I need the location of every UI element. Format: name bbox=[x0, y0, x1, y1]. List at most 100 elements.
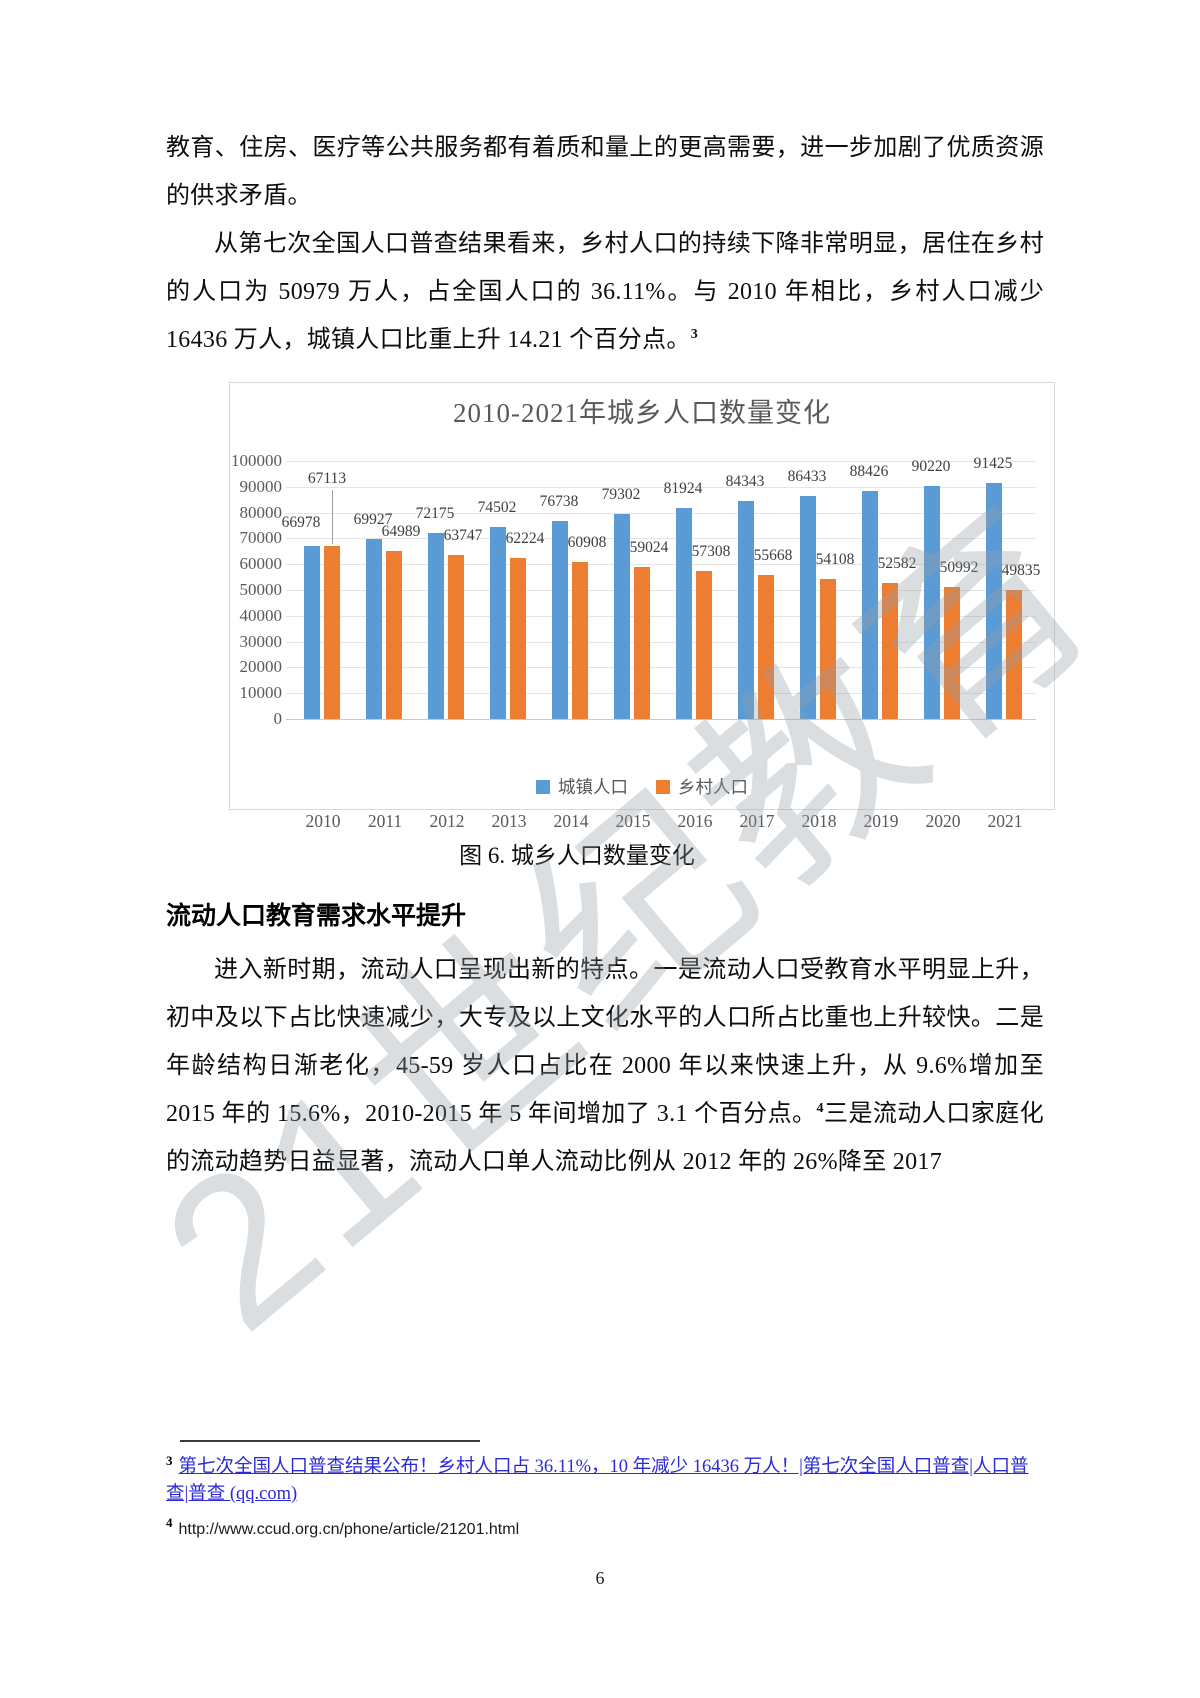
footnote-4: 4 http://www.ccud.org.cn/phone/article/21… bbox=[166, 1516, 1044, 1543]
data-label-urban-2015: 79302 bbox=[601, 486, 641, 504]
data-label-rural-2016: 57308 bbox=[691, 543, 731, 561]
paragraph-census-text: 从第七次全国人口普查结果看来，乡村人口的持续下降非常明显，居住在乡村的人口为 5… bbox=[166, 231, 1044, 353]
bar-urban-2011 bbox=[366, 538, 382, 719]
legend-item: 城镇人口 bbox=[536, 774, 628, 799]
y-axis-tick-label: 50000 bbox=[239, 580, 283, 599]
data-label-urban-2018: 86433 bbox=[787, 468, 827, 486]
paragraph-services-text: 教育、住房、医疗等公共服务都有着质和量上的更高需要，进一步加剧了优质资源的供求矛… bbox=[166, 135, 1044, 209]
footnote-ref-3: 3 bbox=[690, 327, 699, 342]
y-axis-tick-label: 60000 bbox=[239, 554, 283, 574]
x-axis-label-2014: 2014 bbox=[553, 811, 589, 831]
data-label-urban-2019: 88426 bbox=[849, 462, 889, 480]
y-axis-tick-label: 30000 bbox=[239, 631, 283, 651]
page-content: 教育、住房、医疗等公共服务都有着质和量上的更高需要，进一步加剧了优质资源的供求矛… bbox=[166, 124, 1055, 1186]
bar-rural-2021 bbox=[1006, 590, 1022, 719]
section-heading: 流动人口教育需求水平提升 bbox=[166, 902, 467, 930]
bar-rural-2020 bbox=[944, 587, 960, 719]
bar-rural-2016 bbox=[696, 571, 712, 719]
footnote-ref-4: 4 bbox=[816, 1101, 824, 1116]
bar-urban-2019 bbox=[862, 490, 878, 719]
paragraph-services: 教育、住房、医疗等公共服务都有着质和量上的更高需要，进一步加剧了优质资源的供求矛… bbox=[166, 124, 1044, 220]
data-label-urban-2011: 69927 bbox=[353, 510, 393, 528]
paragraph-migrants-text-1: 进入新时期，流动人口呈现出新的特点。一是流动人口受教育水平明显上升，初中及以下占… bbox=[166, 957, 1044, 1127]
data-label-urban-2017: 84343 bbox=[725, 473, 765, 491]
data-label-rural-2018: 54108 bbox=[815, 551, 855, 569]
chart-yaxis: 0 10000 20000 30000 40000 50000 60000 70000 8000… bbox=[230, 451, 286, 728]
x-axis-label-2010: 2010 bbox=[305, 811, 341, 831]
x-axis-label-2017: 2017 bbox=[739, 811, 775, 831]
data-label-rural-2021: 49835 bbox=[1001, 562, 1041, 580]
gridline bbox=[286, 538, 1036, 540]
data-label-rural-2011: 64989 bbox=[381, 523, 421, 541]
data-label-urban-2013: 74502 bbox=[477, 498, 517, 516]
y-axis-tick-label: 90000 bbox=[239, 476, 283, 496]
data-label-rural-2017: 55668 bbox=[753, 547, 793, 565]
bar-urban-2010 bbox=[304, 546, 320, 719]
x-axis-label-2013: 2013 bbox=[491, 811, 527, 831]
x-axis-label-2011: 2011 bbox=[367, 811, 403, 831]
data-label-rural-2019: 52582 bbox=[877, 555, 917, 573]
bar-urban-2021 bbox=[986, 483, 1002, 719]
footnote-3-link[interactable]: 第七次全国人口普查结果公布！乡村人口占 36.11%，10 年减少 16436 … bbox=[166, 1457, 1029, 1504]
x-axis-label-2012: 2012 bbox=[429, 811, 465, 831]
data-label-rural-2014: 60908 bbox=[567, 533, 607, 551]
y-axis-tick-label: 20000 bbox=[239, 657, 283, 677]
data-label-rural-2020: 50992 bbox=[939, 559, 979, 577]
x-axis-label-2020: 2020 bbox=[925, 811, 961, 831]
chart-title: 2010-2021年城乡人口数量变化 bbox=[453, 398, 831, 428]
gridline bbox=[286, 512, 1036, 514]
page-number: 6 bbox=[595, 1568, 605, 1588]
bar-urban-2016 bbox=[676, 507, 692, 719]
bar-urban-2017 bbox=[738, 501, 754, 719]
bar-rural-2019 bbox=[882, 583, 898, 719]
data-label-rural-2015: 59024 bbox=[629, 538, 669, 556]
legend-label: 乡村人口 bbox=[678, 777, 748, 797]
paragraph-census: 从第七次全国人口普查结果看来，乡村人口的持续下降非常明显，居住在乡村的人口为 5… bbox=[166, 220, 1044, 364]
footnotes: 3 第七次全国人口普查结果公布！乡村人口占 36.11%，10 年减少 16436… bbox=[166, 1440, 1044, 1543]
gridline bbox=[286, 693, 1036, 695]
x-axis-label-2019: 2019 bbox=[863, 811, 899, 831]
bar-rural-2012 bbox=[448, 554, 464, 719]
y-axis-tick-label: 0 bbox=[273, 709, 283, 728]
legend-swatch bbox=[536, 779, 550, 794]
data-label-urban-2010: 66978 bbox=[281, 514, 321, 532]
bar-rural-2018 bbox=[820, 579, 836, 719]
x-axis-label-2018: 2018 bbox=[801, 811, 837, 831]
gridline bbox=[286, 667, 1036, 669]
chart-plot: 66978 67113 2010 69927 64989 2011 72175 63747 20… bbox=[282, 455, 1041, 831]
data-label-rural-2010: 67113 bbox=[307, 470, 347, 488]
footnote-4-url: http://www.ccud.org.cn/phone/article/212… bbox=[178, 1521, 520, 1538]
gridline bbox=[286, 461, 1036, 462]
legend-label: 城镇人口 bbox=[558, 777, 628, 797]
y-axis-tick-label: 80000 bbox=[239, 502, 283, 522]
footnote-divider bbox=[180, 1440, 480, 1442]
data-label-urban-2021: 91425 bbox=[973, 455, 1013, 473]
data-label-rural-2013: 62224 bbox=[505, 530, 545, 548]
bar-rural-2013 bbox=[510, 558, 526, 719]
bar-urban-2018 bbox=[800, 496, 816, 719]
legend-swatch bbox=[656, 779, 670, 794]
footnote-4-marker: 4 bbox=[166, 1514, 173, 1530]
bar-rural-2014 bbox=[572, 561, 588, 719]
population-chart: 2010-2021年城乡人口数量变化 0 10000 20000 30000 40000… bbox=[229, 382, 1055, 831]
data-label-rural-2012: 63747 bbox=[443, 526, 483, 544]
footnote-3-marker: 3 bbox=[166, 1452, 173, 1468]
y-axis-tick-label: 40000 bbox=[239, 605, 283, 625]
chart-legend: 城镇人口 乡村人口 bbox=[230, 774, 1054, 799]
bar-rural-2015 bbox=[634, 566, 650, 719]
bar-urban-2015 bbox=[614, 514, 630, 719]
gridline bbox=[286, 564, 1036, 566]
x-axis-label-2015: 2015 bbox=[615, 811, 651, 831]
bar-rural-2010 bbox=[324, 545, 340, 719]
paragraph-migrants-text-2: 三是流动人口家庭化的流动趋势日益显著，流动人口单人流动比例从 2012 年的 2… bbox=[166, 1101, 1044, 1175]
data-label-urban-2014: 76738 bbox=[539, 493, 579, 511]
legend-item: 乡村人口 bbox=[656, 774, 748, 799]
footnote-3: 3 第七次全国人口普查结果公布！乡村人口占 36.11%，10 年减少 16436… bbox=[166, 1454, 1044, 1508]
gridline bbox=[286, 615, 1036, 617]
data-label-urban-2016: 81924 bbox=[663, 479, 703, 497]
x-axis-label-2021: 2021 bbox=[987, 811, 1023, 831]
bar-urban-2012 bbox=[428, 532, 444, 719]
y-axis-tick-label: 100000 bbox=[231, 451, 282, 470]
bar-urban-2014 bbox=[552, 521, 568, 719]
